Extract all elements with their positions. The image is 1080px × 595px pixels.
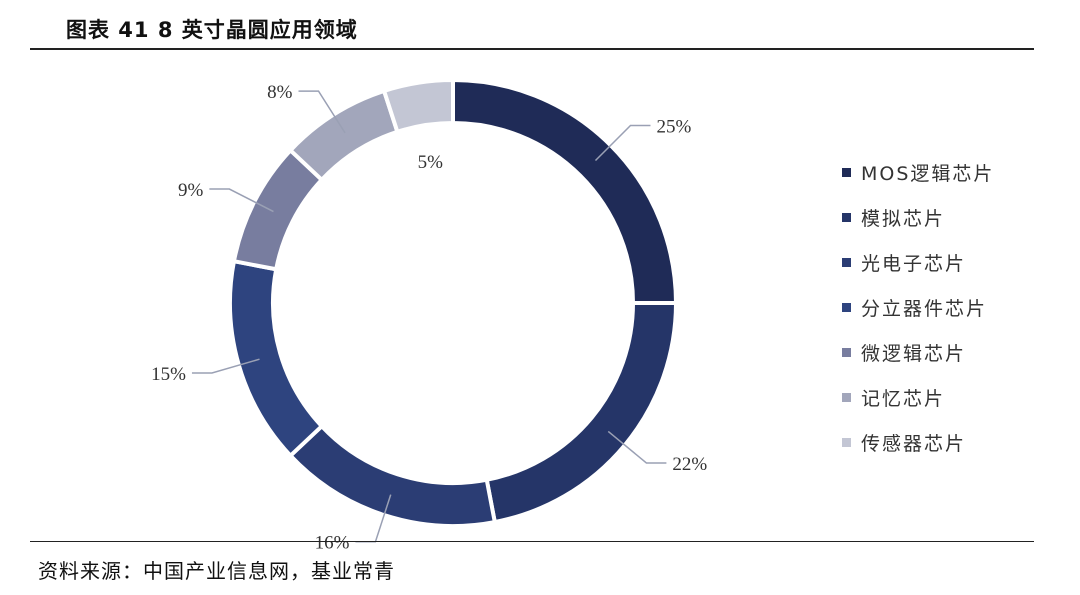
- slice-percent-label: 5%: [418, 152, 444, 173]
- donut-slice: [451, 77, 679, 305]
- figure-title: 图表 41 8 英寸晶圆应用领域: [66, 18, 358, 42]
- donut-slice: [381, 77, 455, 135]
- donut-slice: [484, 301, 679, 525]
- leader-line: [607, 430, 667, 464]
- legend-swatch: [842, 303, 851, 312]
- legend-item: 模拟芯片: [842, 195, 994, 240]
- legend-label: 光电子芯片: [861, 253, 967, 275]
- slice-percent-label: 25%: [656, 117, 691, 138]
- legend-swatch: [842, 213, 851, 222]
- chart-legend: MOS逻辑芯片 模拟芯片光电子芯片分立器件芯片 微逻辑芯片记忆芯片传感器芯片: [842, 150, 994, 465]
- legend-item: MOS逻辑芯片: [842, 150, 994, 195]
- legend-swatch: [842, 348, 851, 357]
- source-note: 资料来源：中国产业信息网，基业常青: [38, 559, 395, 583]
- leader-line: [594, 124, 651, 162]
- legend-label: 记忆芯片: [861, 388, 946, 410]
- legend-swatch: [842, 438, 851, 447]
- leader-line: [298, 90, 346, 134]
- slice-percent-label: 15%: [151, 364, 186, 385]
- legend-item: 光电子芯片: [842, 240, 994, 285]
- slice-percent-label: 9%: [178, 180, 204, 201]
- leader-line: [209, 188, 274, 213]
- legend-label: 传感器芯片: [861, 433, 967, 455]
- top-rule: [30, 48, 1034, 50]
- legend-item: 记忆芯片: [842, 375, 994, 420]
- donut-slice: [228, 258, 325, 459]
- legend-label: 分立器件芯片: [861, 298, 988, 320]
- donut-slice: [287, 88, 400, 183]
- slice-percent-label: 8%: [267, 82, 293, 103]
- legend-swatch: [842, 168, 851, 177]
- legend-label: 微逻辑芯片: [861, 343, 967, 365]
- legend-swatch: [842, 393, 851, 402]
- donut-slice: [287, 423, 498, 528]
- legend-item: 微逻辑芯片: [842, 330, 994, 375]
- legend-item: 传感器芯片: [842, 420, 994, 465]
- slice-percent-label: 16%: [315, 533, 350, 554]
- bottom-rule: [30, 541, 1034, 542]
- slice-percent-label: 22%: [672, 454, 707, 475]
- leader-line: [191, 358, 260, 374]
- legend-item: 分立器件芯片: [842, 285, 994, 330]
- legend-swatch: [842, 258, 851, 267]
- legend-label: MOS逻辑芯片: [861, 163, 995, 185]
- legend-label: 模拟芯片: [861, 208, 946, 230]
